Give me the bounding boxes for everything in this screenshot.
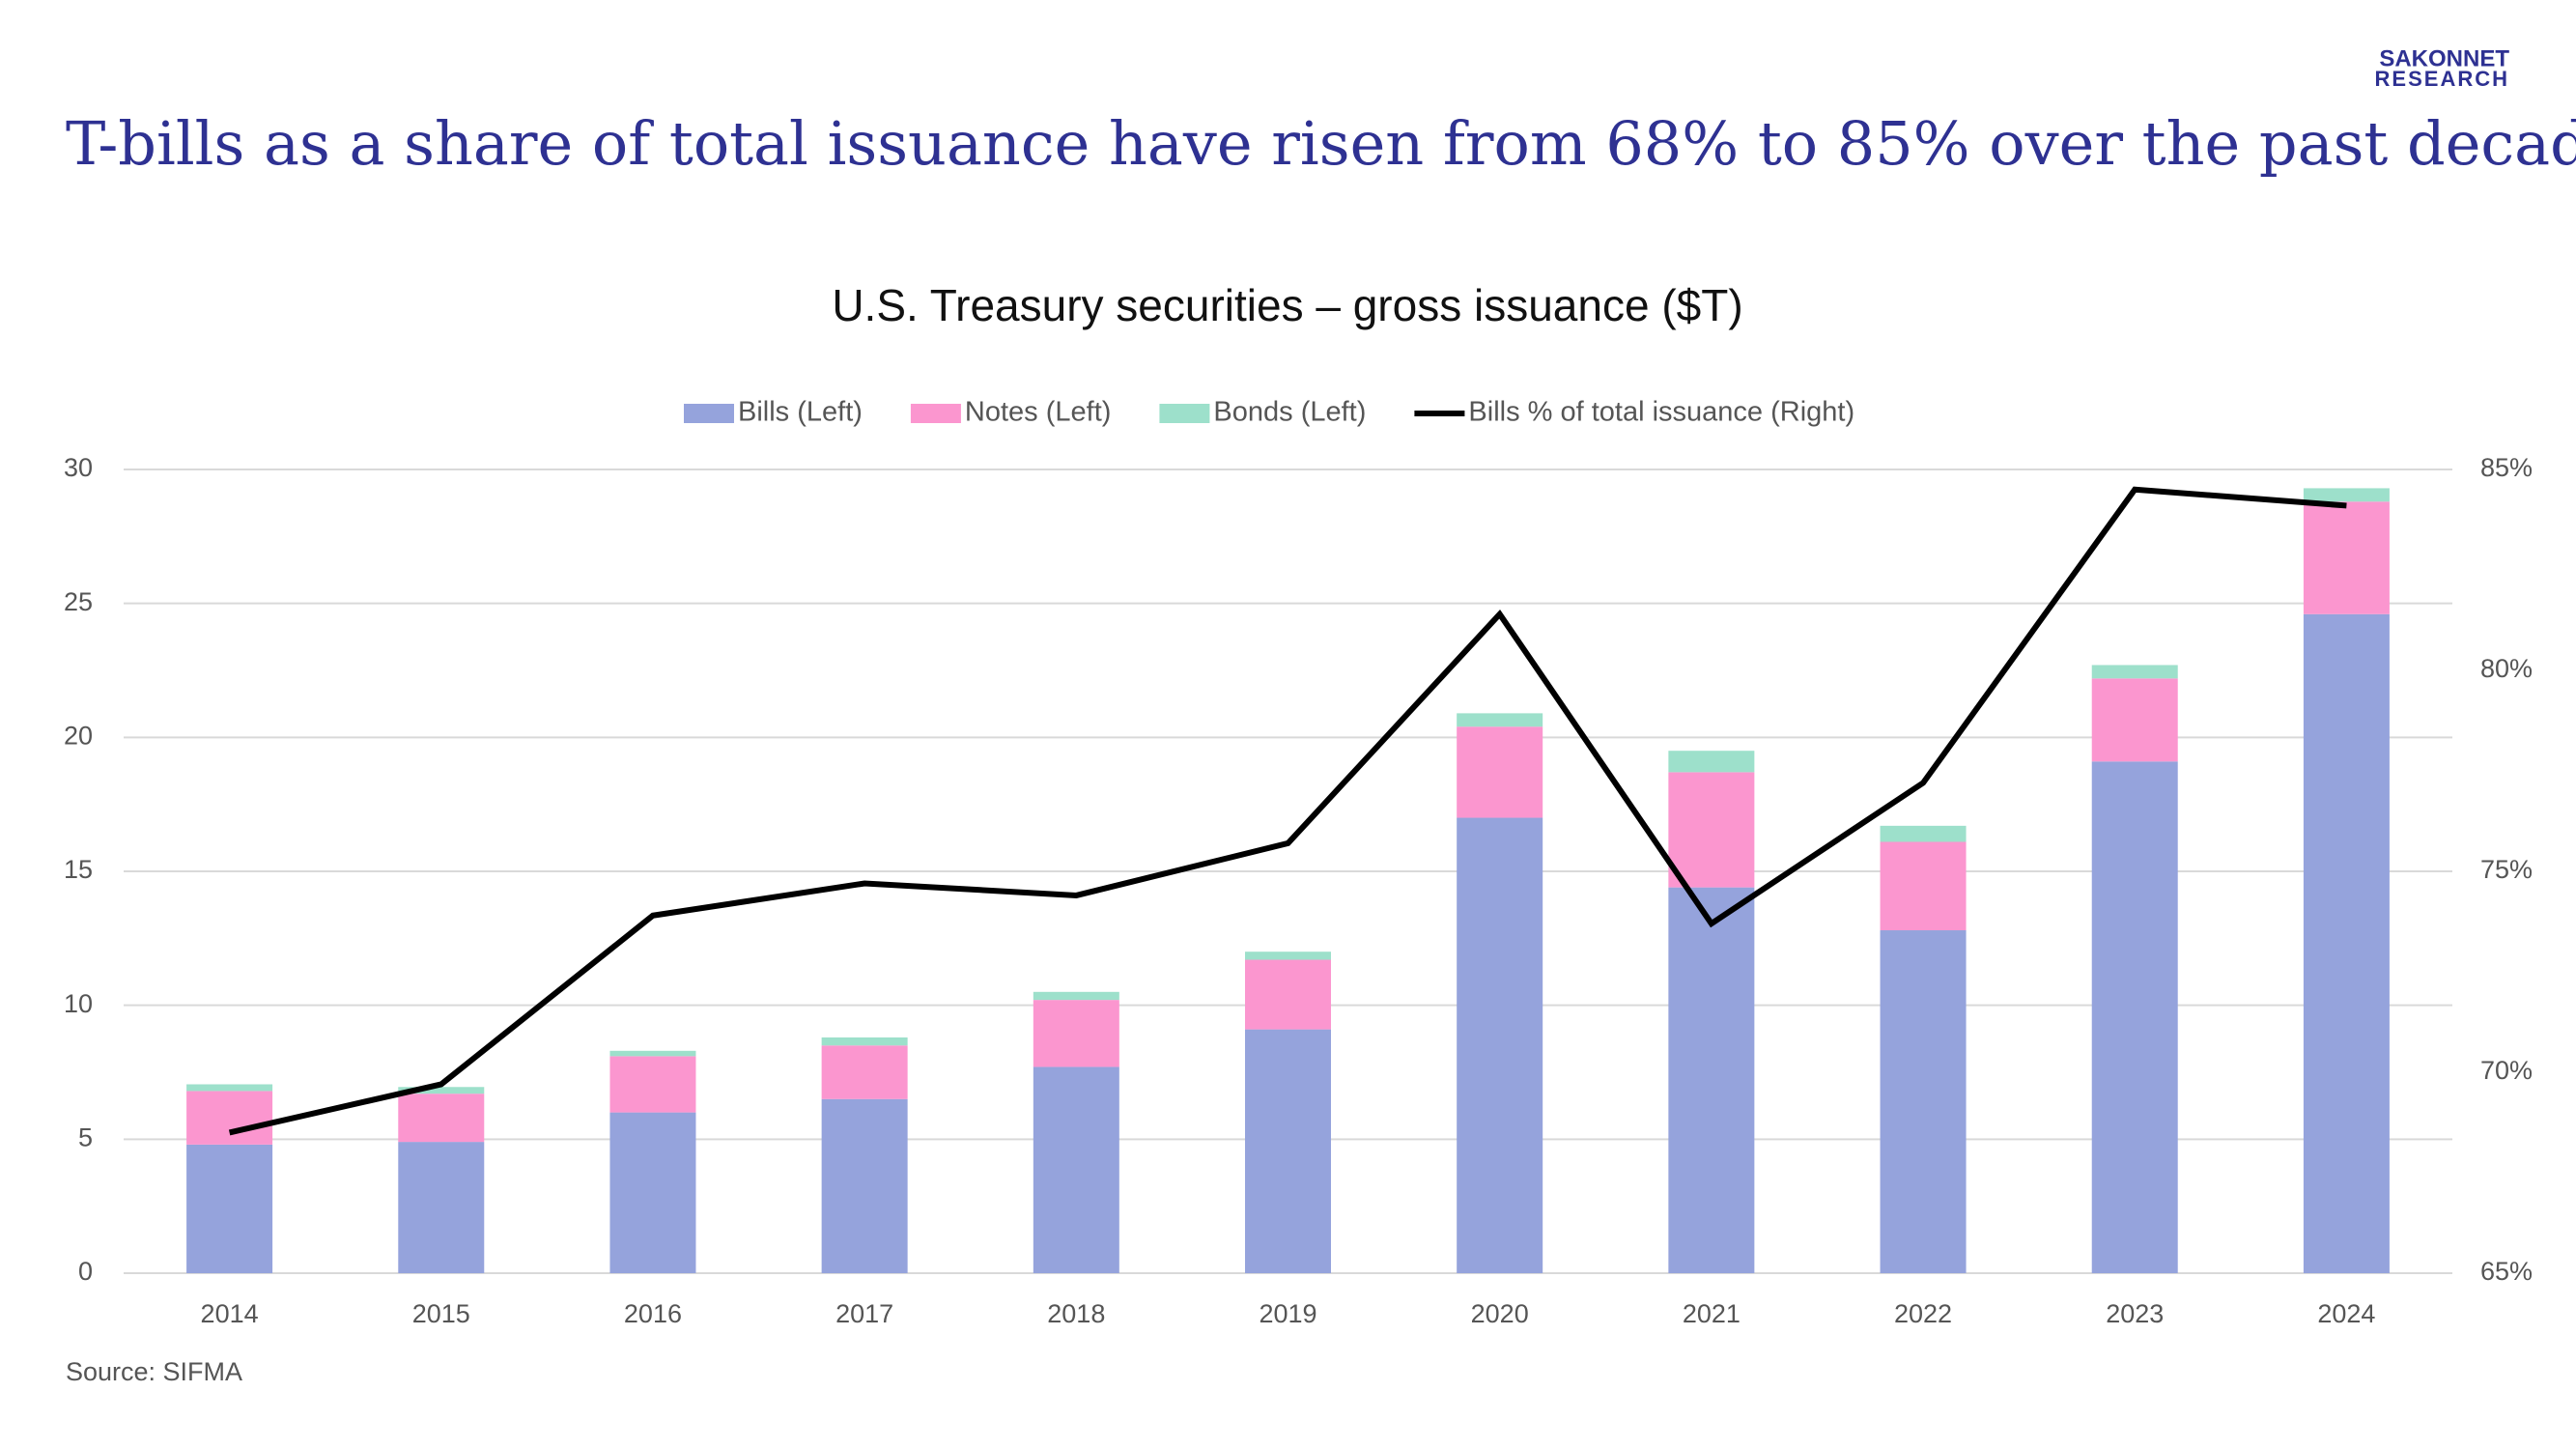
bar-segment xyxy=(398,1142,485,1273)
bar-segment xyxy=(609,1050,696,1057)
bar-segment xyxy=(1245,1029,1331,1273)
brand-line: SAKONNET xyxy=(2379,45,2509,71)
x-tick-label: 2016 xyxy=(624,1299,682,1328)
bar-segment xyxy=(1880,930,1967,1273)
y-tick-label: 30 xyxy=(64,453,93,482)
bar-segment xyxy=(821,1098,908,1273)
y-tick-label: 25 xyxy=(64,587,93,616)
bar-segment xyxy=(821,1045,908,1099)
bar-segment xyxy=(1457,726,1543,818)
bar-segment xyxy=(2091,665,2178,679)
bar-segment xyxy=(398,1087,485,1094)
legend-label: Bonds (Left) xyxy=(1213,397,1366,428)
x-tick-label: 2017 xyxy=(835,1299,893,1328)
x-tick-label: 2022 xyxy=(1894,1299,1952,1328)
page-title: T-bills as a share of total issuance hav… xyxy=(66,108,2576,179)
bar-segment xyxy=(609,1112,696,1273)
legend-swatch xyxy=(910,404,961,423)
bar-segment xyxy=(1880,825,1967,842)
x-tick-label: 2021 xyxy=(1683,1299,1741,1328)
bar-segment xyxy=(609,1056,696,1113)
brand-line: RESEARCH xyxy=(2375,67,2509,91)
bar-segment xyxy=(2303,488,2390,502)
y2-tick-label: 65% xyxy=(2480,1257,2533,1286)
line-series xyxy=(228,486,2347,1136)
bar-segment xyxy=(1457,817,1543,1273)
y-tick-label: 0 xyxy=(78,1257,93,1286)
bar-segment xyxy=(186,1084,273,1092)
legend-label: Bills % of total issuance (Right) xyxy=(1468,397,1854,428)
x-tick-label: 2015 xyxy=(412,1299,470,1328)
y-tick-label: 5 xyxy=(78,1122,93,1151)
y-tick-label: 20 xyxy=(64,721,93,750)
x-tick-label: 2019 xyxy=(1259,1299,1316,1328)
bar-segment xyxy=(186,1091,273,1145)
bar-segment xyxy=(821,1037,908,1046)
y-tick-label: 10 xyxy=(64,989,93,1018)
bar-segment xyxy=(2303,613,2390,1273)
bar-segment xyxy=(1033,991,1119,1001)
source-note: Source: SIFMA xyxy=(66,1357,242,1386)
legend-label: Bills (Left) xyxy=(738,397,863,428)
bar-segment xyxy=(2091,761,2178,1273)
chart-subtitle: U.S. Treasury securities – gross issuanc… xyxy=(832,280,1742,330)
y2-tick-label: 75% xyxy=(2480,855,2533,884)
bar-segment xyxy=(1033,1066,1119,1273)
bar-segment xyxy=(2303,501,2390,614)
legend-swatch xyxy=(1159,404,1210,423)
y2-tick-label: 70% xyxy=(2480,1056,2533,1085)
bar-segment xyxy=(1245,959,1331,1030)
y-tick-label: 15 xyxy=(64,855,93,884)
y2-tick-label: 80% xyxy=(2480,654,2533,683)
legend-label: Notes (Left) xyxy=(965,397,1112,428)
x-tick-label: 2018 xyxy=(1047,1299,1105,1328)
bar-segment xyxy=(1457,713,1543,727)
x-tick-label: 2020 xyxy=(1471,1299,1529,1328)
y2-tick-label: 85% xyxy=(2480,453,2533,482)
bar-segment xyxy=(1668,887,1755,1273)
x-tick-label: 2014 xyxy=(201,1299,259,1328)
bar-segment xyxy=(186,1144,273,1273)
bar-segment xyxy=(398,1094,485,1143)
bar-segment xyxy=(1245,952,1331,960)
bar-segment xyxy=(1880,841,1967,931)
bar-segment xyxy=(1033,1000,1119,1067)
bar-segment xyxy=(1668,751,1755,773)
bar-segment xyxy=(1668,772,1755,888)
x-tick-label: 2023 xyxy=(2106,1299,2164,1328)
legend-swatch xyxy=(684,404,734,423)
bar-segment xyxy=(2091,678,2178,762)
x-tick-label: 2024 xyxy=(2317,1299,2375,1328)
